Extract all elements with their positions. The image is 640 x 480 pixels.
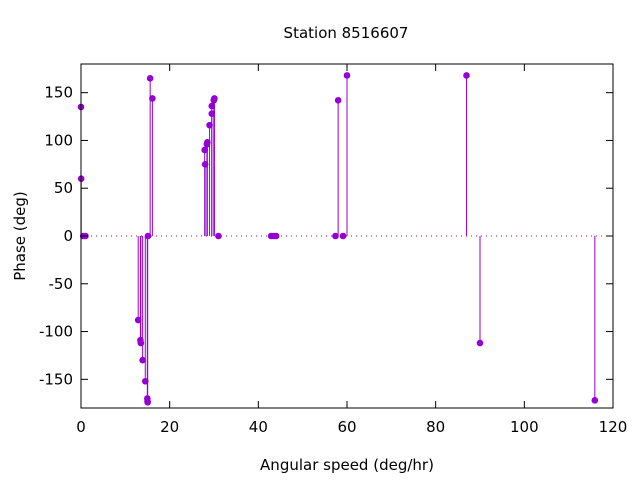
- x-tick-label: 0: [76, 418, 86, 436]
- x-tick-label: 100: [510, 418, 539, 436]
- data-point: [332, 232, 339, 240]
- y-tick-label: -100: [39, 323, 73, 341]
- data-point: [137, 339, 145, 347]
- data-point: [208, 102, 216, 110]
- data-point: [339, 232, 347, 240]
- data-point: [476, 339, 484, 347]
- data-point: [343, 72, 351, 79]
- data-point: [206, 121, 213, 129]
- data-point: [134, 316, 142, 324]
- data-point: [144, 398, 151, 406]
- y-tick-label: 50: [54, 179, 73, 197]
- x-axis-label: Angular speed (deg/hr): [260, 456, 434, 474]
- x-tick-label: 120: [599, 418, 628, 436]
- data-point: [144, 232, 152, 240]
- data-point: [139, 356, 146, 364]
- data-point: [215, 232, 222, 240]
- data-point: [146, 75, 154, 82]
- data-point: [211, 95, 218, 102]
- y-tick-label: 100: [44, 131, 73, 149]
- data-point: [201, 146, 208, 154]
- y-axis-label: Phase (deg): [11, 191, 29, 281]
- data-point: [334, 97, 342, 104]
- chart-title: Station 8516607: [284, 24, 409, 42]
- x-tick-label: 60: [337, 418, 356, 436]
- y-tick-label: -50: [49, 275, 74, 293]
- data-point: [591, 397, 599, 404]
- y-tick-label: 150: [44, 84, 73, 102]
- x-tick-label: 20: [160, 418, 179, 436]
- data-point: [141, 377, 149, 385]
- y-tick-label: 0: [63, 227, 73, 245]
- data-point: [201, 161, 209, 168]
- x-tick-label: 40: [249, 418, 268, 436]
- data-point: [204, 139, 211, 146]
- data-point: [149, 95, 156, 102]
- x-tick-label: 80: [426, 418, 445, 436]
- data-point: [272, 232, 280, 240]
- y-tick-label: -150: [39, 370, 73, 388]
- data-point: [208, 110, 216, 117]
- data-point: [463, 72, 470, 79]
